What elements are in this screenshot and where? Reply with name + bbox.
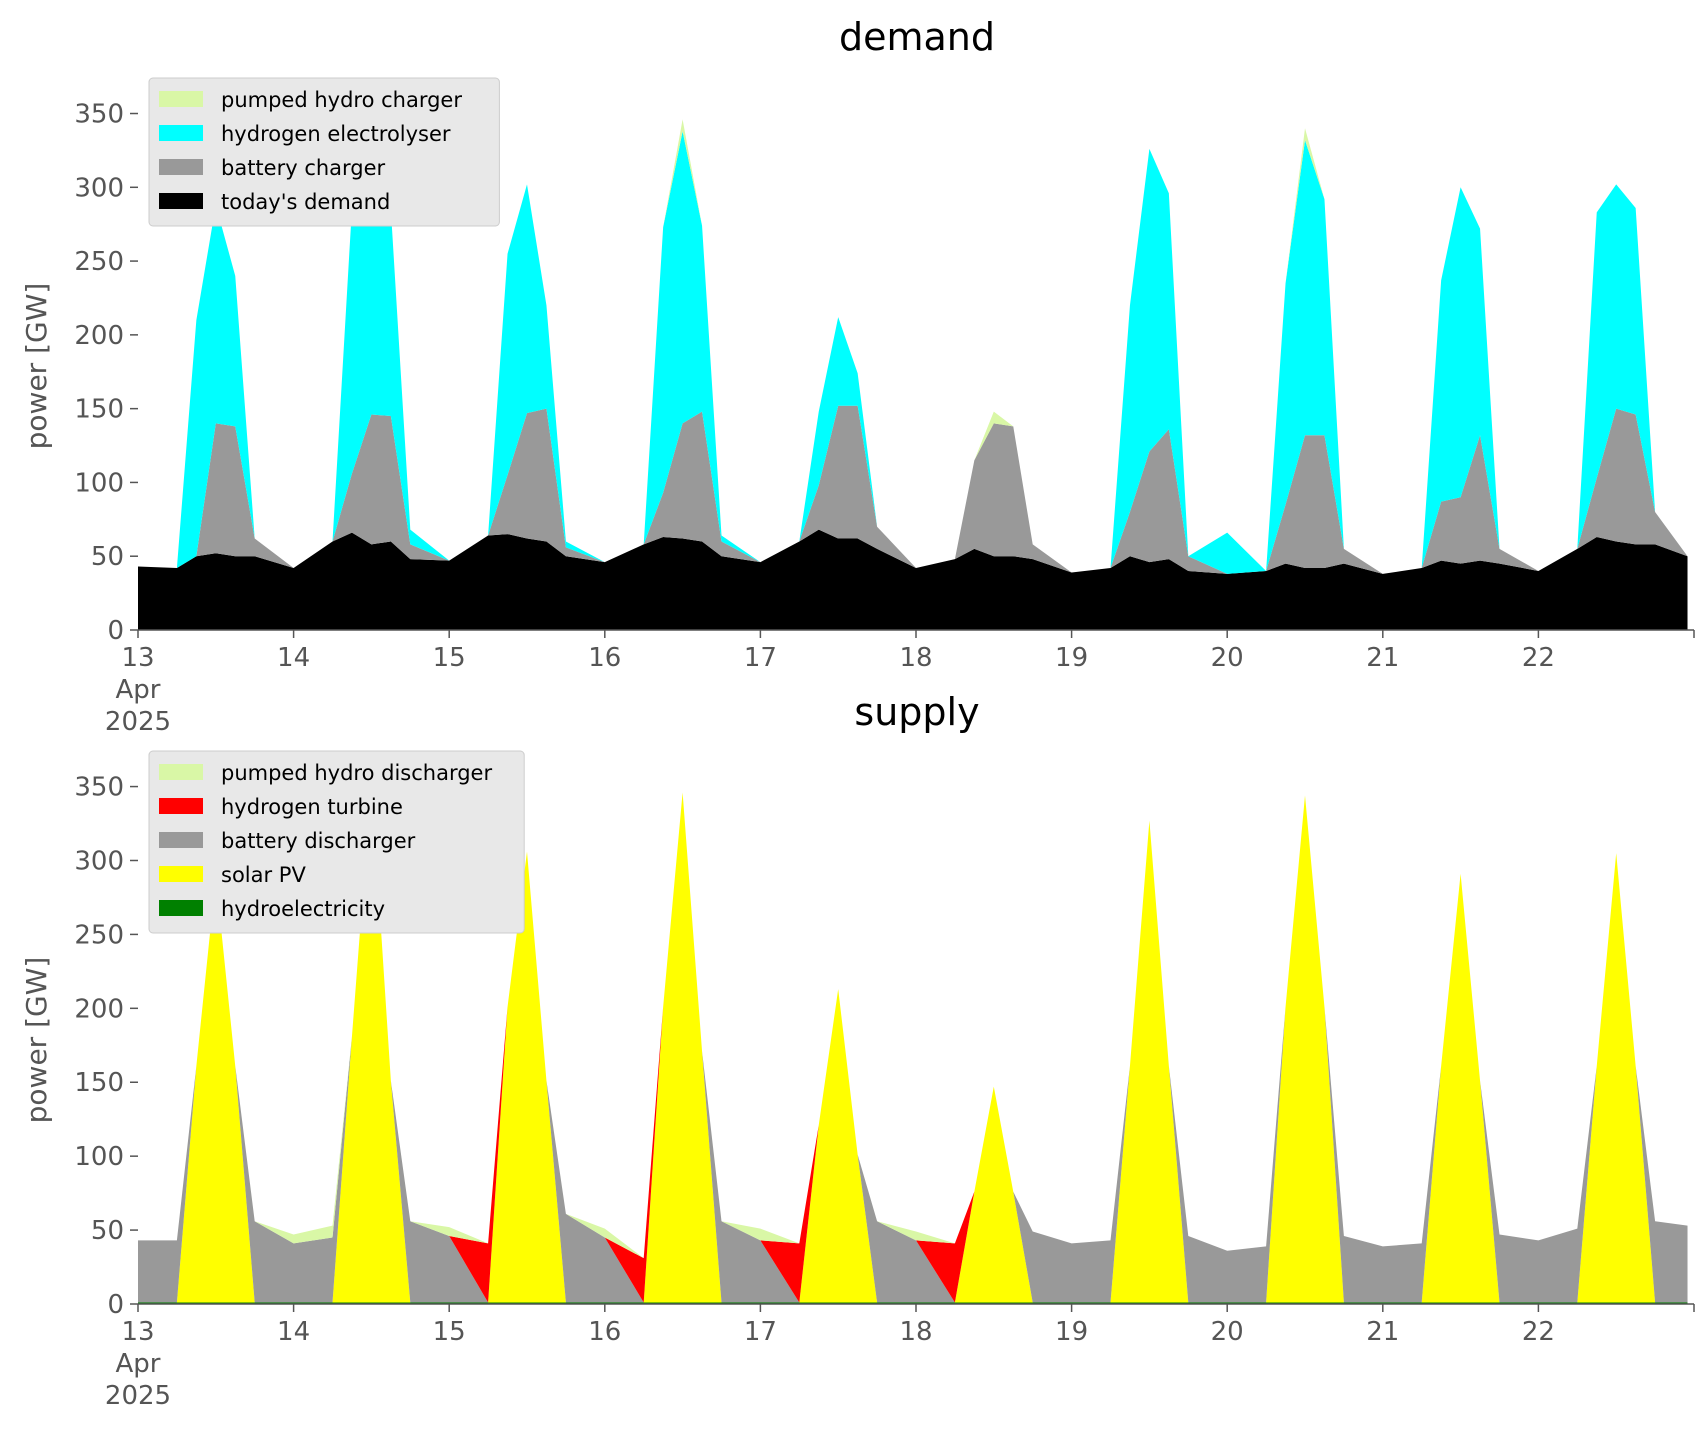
x-tick-label: 22: [1522, 1317, 1555, 1347]
y-tick-label: 200: [74, 321, 124, 351]
x-tick-label: 15: [433, 1317, 466, 1347]
x-tick-label: 21: [1366, 643, 1399, 673]
supply-legend: pumped hydro discharger hydrogen turbine b…: [148, 750, 525, 934]
demand-legend: pumped hydro charger hydrogen electrolyse…: [148, 77, 500, 227]
demand-area-series: [138, 112, 1688, 630]
x-tick-label: 13: [121, 1317, 154, 1347]
legend-box: [148, 750, 525, 934]
y-tick-label: 300: [74, 846, 124, 876]
x-tick-label: 17: [744, 1317, 777, 1347]
legend-label-hydroelectricity: hydroelectricity: [221, 897, 385, 921]
x-tick-label: 20: [1211, 1317, 1244, 1347]
y-tick-label: 50: [91, 542, 124, 572]
legend-label-battery-charger: battery charger: [221, 156, 386, 180]
legend-label-today-s-demand: today's demand: [221, 190, 390, 214]
x-tick-label: 13: [121, 643, 154, 673]
y-tick-label: 100: [74, 468, 124, 498]
legend-swatch-pumped-hydro-discharger: [159, 764, 203, 780]
x-tick-label: 18: [899, 1317, 932, 1347]
y-tick-label: 150: [74, 1068, 124, 1098]
y-tick-label: 50: [91, 1216, 124, 1246]
legend-swatch-battery-charger: [159, 159, 203, 175]
x-tick-label: 14: [277, 643, 310, 673]
y-tick-label: 300: [74, 173, 124, 203]
legend-swatch-pumped-hydro-charger: [159, 91, 203, 107]
supply-y-axis-label: power [GW]: [20, 957, 53, 1124]
y-tick-label: 150: [74, 395, 124, 425]
x-tick-label: 20: [1211, 643, 1244, 673]
x-tick-label: 22: [1522, 643, 1555, 673]
legend-label-pumped-hydro-discharger: pumped hydro discharger: [221, 761, 492, 785]
y-tick-label: 0: [107, 616, 124, 646]
x-tick-label: 19: [1055, 1317, 1088, 1347]
x-tick-label: 19: [1055, 643, 1088, 673]
supply-panel: supply power [GW] 0 50 100 150 200 250 300 350 1…: [20, 690, 1695, 1411]
x-tick-date-label: 2025: [105, 707, 171, 737]
y-tick-label: 250: [74, 247, 124, 277]
x-tick-label: 15: [433, 643, 466, 673]
legend-swatch-solar-pv: [159, 866, 203, 882]
demand-panel: demand power [GW] 0 50 100 150 200 250 300 350 1…: [20, 15, 1695, 737]
y-tick-label: 100: [74, 1142, 124, 1172]
x-tick-label: 16: [588, 643, 621, 673]
legend-swatch-hydrogen-turbine: [159, 798, 203, 814]
x-tick-label: 14: [277, 1317, 310, 1347]
area-battery-charger: [138, 405, 1688, 574]
x-tick-date-label: Apr: [116, 1349, 161, 1379]
supply-chart-title: supply: [854, 690, 979, 734]
x-tick-label: 17: [744, 643, 777, 673]
area-solar-pv: [138, 782, 1688, 1303]
x-tick-label: 18: [899, 643, 932, 673]
legend-swatch-hydroelectricity: [159, 900, 203, 916]
demand-y-axis-label: power [GW]: [20, 283, 53, 450]
x-tick-label: 16: [588, 1317, 621, 1347]
legend-label-hydrogen-turbine: hydrogen turbine: [221, 795, 403, 819]
legend-swatch-today-s-demand: [159, 193, 203, 209]
x-tick-label: 21: [1366, 1317, 1399, 1347]
y-tick-label: 350: [74, 773, 124, 803]
legend-box: [148, 77, 500, 227]
area-today-s-demand: [138, 529, 1688, 630]
y-tick-label: 200: [74, 994, 124, 1024]
y-tick-label: 0: [107, 1290, 124, 1320]
x-tick-date-label: Apr: [116, 675, 161, 705]
legend-label-battery-discharger: battery discharger: [221, 829, 416, 853]
y-tick-label: 350: [74, 100, 124, 130]
y-tick-label: 250: [74, 920, 124, 950]
legend-swatch-battery-discharger: [159, 832, 203, 848]
legend-swatch-hydrogen-electrolyser: [159, 125, 203, 141]
legend-label-solar-pv: solar PV: [221, 863, 306, 887]
area-battery-discharger: [138, 782, 1688, 1303]
legend-label-hydrogen-electrolyser: hydrogen electrolyser: [221, 122, 451, 146]
area-hydrogen-electrolyser: [138, 112, 1688, 574]
legend-label-pumped-hydro-charger: pumped hydro charger: [221, 88, 462, 112]
x-tick-date-label: 2025: [105, 1381, 171, 1411]
demand-chart-title: demand: [839, 15, 995, 59]
